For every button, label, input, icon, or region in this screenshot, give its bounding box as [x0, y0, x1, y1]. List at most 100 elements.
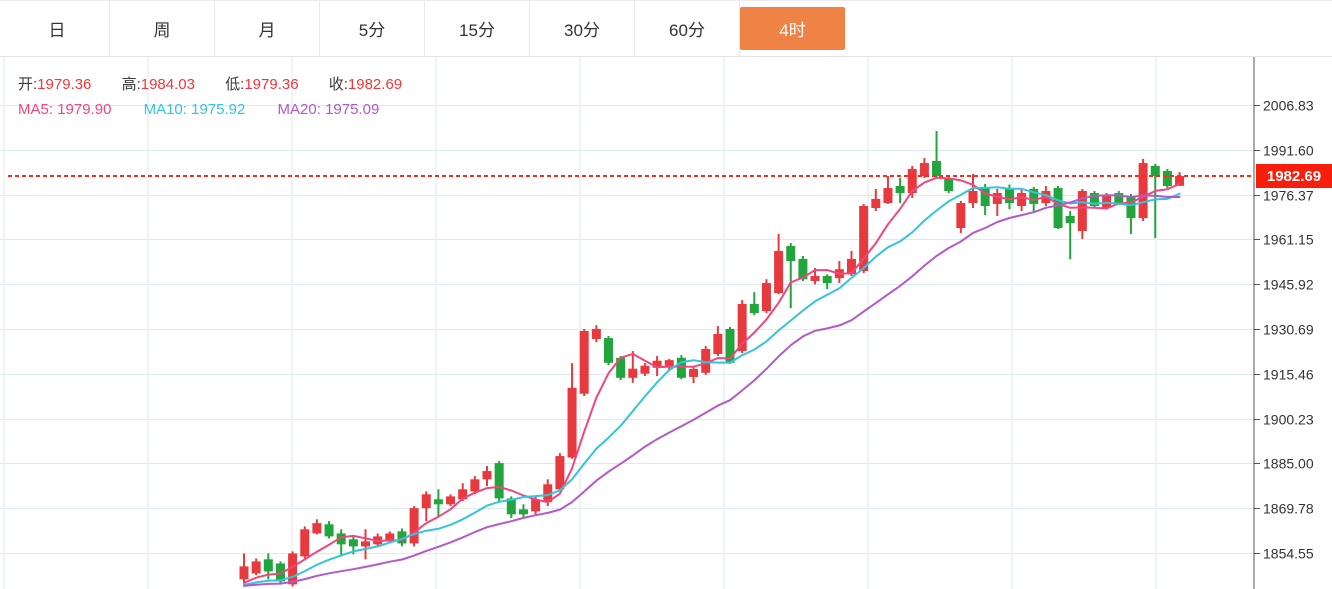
- candle: [616, 356, 626, 381]
- candle: [689, 367, 699, 384]
- candle-body: [689, 368, 699, 377]
- candle-body: [956, 203, 966, 229]
- candle-body: [822, 276, 832, 284]
- candle-body: [761, 283, 771, 312]
- candle: [1138, 158, 1148, 222]
- low-label: 低:: [225, 76, 245, 93]
- candle: [518, 504, 528, 519]
- candle: [421, 491, 431, 522]
- candle-body: [1138, 163, 1148, 219]
- candle-body: [409, 508, 419, 544]
- candle-body: [1126, 195, 1136, 219]
- tab-5min[interactable]: 5分: [320, 1, 425, 56]
- candle: [871, 188, 881, 211]
- candlestick-chart[interactable]: 2006.83 1991.60 1976.37 1961.15 1945.92 1930.…: [0, 57, 1332, 589]
- candle: [895, 178, 905, 204]
- tab-label: 4时: [740, 7, 845, 50]
- candle-body: [361, 541, 370, 547]
- candle-body: [616, 357, 626, 378]
- candle-body: [543, 484, 553, 503]
- candle-body: [1017, 193, 1027, 206]
- candle: [1126, 193, 1136, 234]
- candle: [591, 325, 601, 343]
- candle: [1150, 163, 1160, 239]
- candle-body: [579, 331, 589, 394]
- candle-body: [883, 188, 893, 204]
- candle-body: [1077, 190, 1087, 232]
- candle-body: [1004, 188, 1014, 204]
- y-axis-label: 1869.78: [1263, 501, 1314, 517]
- candle: [956, 200, 966, 234]
- candle: [664, 358, 674, 370]
- candle-body: [798, 258, 808, 280]
- candle: [980, 183, 990, 216]
- candle: [1090, 190, 1099, 209]
- candle: [822, 274, 832, 290]
- candle: [932, 130, 942, 179]
- candle: [859, 203, 869, 274]
- candle-body: [555, 456, 565, 490]
- tab-week[interactable]: 周: [110, 1, 215, 56]
- candle-body: [895, 185, 905, 194]
- high-value: 1984.03: [140, 76, 195, 93]
- candle-body: [774, 251, 784, 294]
- candle: [968, 173, 978, 209]
- tab-4hour-selected[interactable]: 4时: [740, 1, 845, 56]
- y-axis-label: 1900.23: [1263, 412, 1314, 428]
- candle-body: [263, 559, 273, 572]
- candle-body: [288, 553, 298, 585]
- y-axis-label: 2006.83: [1263, 98, 1314, 114]
- candle: [749, 292, 759, 316]
- ma-legend: MA5: 1979.90 MA10: 1975.92 MA20: 1975.09: [18, 101, 407, 118]
- candle-body: [604, 338, 613, 363]
- candle-body: [980, 188, 990, 206]
- candle-body: [1162, 170, 1172, 186]
- tab-label: 5分: [358, 21, 386, 40]
- ohlc-legend: 开:1979.36 高:1984.03 低:1979.36 收:1982.69: [18, 73, 428, 94]
- candle: [336, 529, 346, 557]
- low-value: 1979.36: [244, 76, 299, 93]
- candle: [482, 466, 492, 487]
- candle-body: [433, 499, 443, 505]
- candle: [1017, 189, 1027, 211]
- candle: [397, 528, 407, 547]
- tab-day[interactable]: 日: [5, 1, 110, 56]
- tab-15min[interactable]: 15分: [425, 1, 530, 56]
- y-axis-label: 1885.00: [1263, 456, 1314, 472]
- candle-body: [737, 303, 747, 352]
- candle: [701, 346, 711, 375]
- candle: [409, 506, 419, 547]
- open-label: 开:: [18, 76, 38, 93]
- candle: [628, 351, 638, 383]
- candle-body: [1150, 165, 1160, 176]
- candle-body: [725, 328, 735, 363]
- candle-body: [968, 190, 978, 204]
- candle: [239, 553, 249, 584]
- tab-label: 60分: [669, 21, 705, 40]
- candle-body: [458, 489, 468, 500]
- candle: [604, 336, 613, 366]
- candle-body: [701, 348, 711, 373]
- y-axis-label: 1991.60: [1263, 143, 1314, 159]
- candle: [579, 328, 589, 397]
- candle-body: [470, 479, 480, 492]
- candle-body: [847, 258, 856, 275]
- candle: [883, 175, 893, 204]
- y-axis-label: 1976.37: [1263, 188, 1314, 204]
- candle-body: [1029, 188, 1039, 204]
- candle: [1162, 168, 1172, 189]
- tab-label: 日: [48, 21, 66, 40]
- candle-body: [919, 163, 929, 176]
- candle: [288, 551, 298, 587]
- candle-body: [1175, 176, 1185, 186]
- y-axis-label: 1945.92: [1263, 277, 1314, 293]
- candle: [919, 158, 929, 179]
- candle-body: [494, 463, 504, 499]
- tab-30min[interactable]: 30分: [530, 1, 635, 56]
- candle-body: [567, 387, 577, 458]
- tab-label: 30分: [564, 21, 600, 40]
- chart-area[interactable]: 2006.83 1991.60 1976.37 1961.15 1945.92 1930.…: [0, 57, 1332, 589]
- tab-60min[interactable]: 60分: [635, 1, 740, 56]
- tab-month[interactable]: 月: [215, 1, 320, 56]
- ma10-line: [243, 186, 1181, 586]
